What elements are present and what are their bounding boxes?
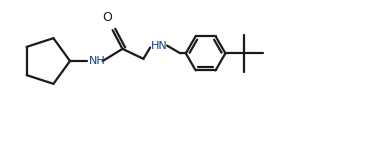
Text: HN: HN (151, 41, 168, 51)
Text: NH: NH (89, 56, 105, 66)
Text: O: O (103, 11, 113, 24)
